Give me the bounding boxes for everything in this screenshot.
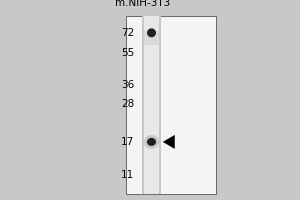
Ellipse shape [144,135,159,149]
Bar [160,16,161,194]
Bar [126,16,216,194]
Text: m.NIH-3T3: m.NIH-3T3 [115,0,170,8]
Text: 72: 72 [121,28,134,38]
Polygon shape [163,135,175,149]
Text: 36: 36 [121,80,134,90]
Text: 55: 55 [121,48,134,58]
Bar [142,16,161,194]
Text: 17: 17 [121,137,134,147]
Bar [142,16,144,194]
Ellipse shape [147,28,156,37]
Ellipse shape [147,138,156,146]
Text: 11: 11 [121,170,134,180]
Text: 28: 28 [121,99,134,109]
Bar [143,31,160,45]
